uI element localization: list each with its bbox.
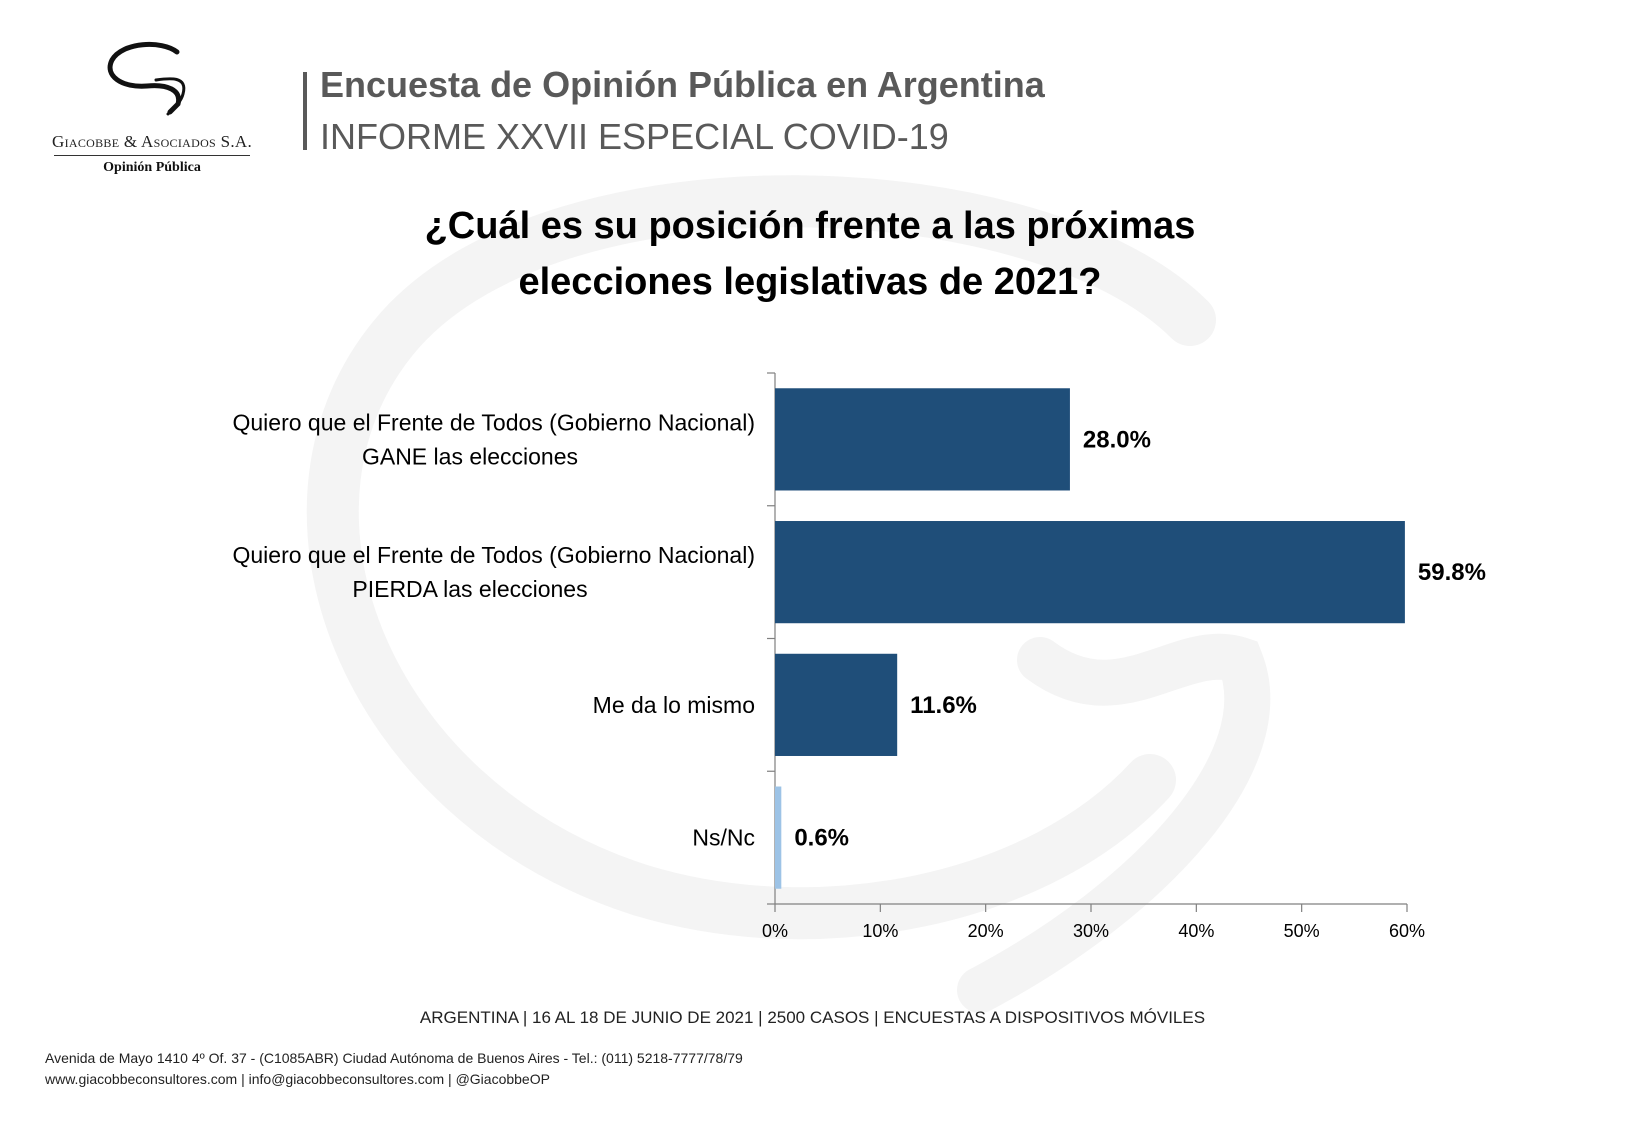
x-tick-label: 40% bbox=[1178, 921, 1214, 941]
survey-footnote: ARGENTINA | 16 AL 18 DE JUNIO DE 2021 | … bbox=[419, 1008, 1206, 1027]
bar bbox=[775, 388, 1070, 491]
header-divider bbox=[303, 72, 307, 150]
contact-line: www.giacobbeconsultores.com | info@giaco… bbox=[45, 1071, 550, 1087]
logo-firm-name: Giacobbe & Asociados S.A. bbox=[52, 132, 253, 151]
x-tick-label: 30% bbox=[1073, 921, 1109, 941]
contact-block: Avenida de Mayo 1410 4º Of. 37 - (C1085A… bbox=[45, 1048, 743, 1090]
logo-divider bbox=[54, 155, 250, 156]
logo-mark-icon bbox=[107, 41, 186, 116]
bar bbox=[775, 653, 898, 756]
x-tick-label: 60% bbox=[1389, 921, 1425, 941]
category-label: Quiero que el Frente de Todos (Gobierno … bbox=[233, 409, 756, 435]
category-label: Me da lo mismo bbox=[593, 692, 755, 718]
x-tick-label: 20% bbox=[968, 921, 1004, 941]
bar-value-label: 59.8% bbox=[1418, 559, 1486, 586]
bar-value-label: 11.6% bbox=[910, 692, 977, 719]
question-line-1: ¿Cuál es su posición frente a las próxim… bbox=[424, 205, 1196, 247]
category-label: Quiero que el Frente de Todos (Gobierno … bbox=[233, 542, 756, 568]
x-tick-label: 0% bbox=[762, 921, 788, 941]
logo-subtitle: Opinión Pública bbox=[103, 160, 201, 175]
bar bbox=[775, 786, 782, 889]
category-label: Ns/Nc bbox=[692, 825, 755, 851]
header-subtitle: INFORME XXVII ESPECIAL COVID-19 bbox=[320, 116, 949, 157]
category-label: PIERDA las elecciones bbox=[352, 576, 587, 602]
category-label: GANE las elecciones bbox=[362, 443, 578, 469]
company-logo: Giacobbe & Asociados S.A. Opinión Públic… bbox=[52, 40, 252, 180]
address-line: Avenida de Mayo 1410 4º Of. 37 - (C1085A… bbox=[45, 1050, 743, 1066]
question-line-2: elecciones legislativas de 2021? bbox=[518, 261, 1102, 303]
bar-value-label: 28.0% bbox=[1083, 426, 1151, 453]
bar bbox=[775, 521, 1405, 624]
x-tick-label: 10% bbox=[862, 921, 898, 941]
x-tick-label: 50% bbox=[1284, 921, 1320, 941]
bar-value-label: 0.6% bbox=[794, 825, 849, 852]
header-title: Encuesta de Opinión Pública en Argentina bbox=[320, 64, 1045, 105]
chart-question: ¿Cuál es su posición frente a las próxim… bbox=[360, 198, 1260, 310]
